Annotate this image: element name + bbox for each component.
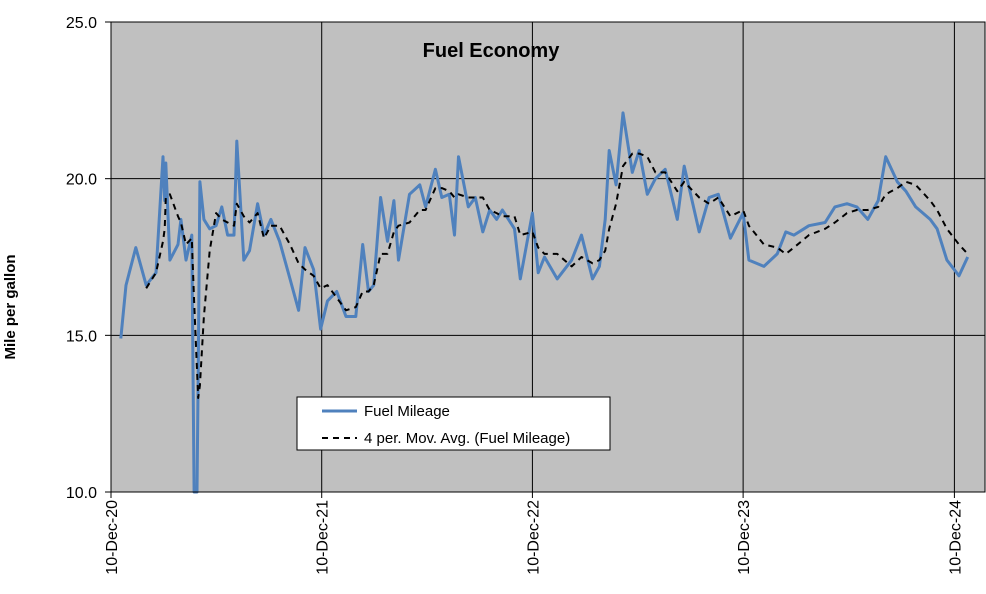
y-axis-label: Mile per gallon — [2, 254, 19, 359]
y-tick-label: 10.0 — [66, 485, 97, 502]
lines — [119, 111, 970, 494]
x-tick-label: 10-Dec-23 — [736, 500, 753, 575]
x-tick-label: 10-Dec-21 — [315, 500, 332, 575]
legend: Fuel Mileage 4 per. Mov. Avg. (Fuel Milea… — [296, 396, 611, 451]
series-line — [145, 152, 969, 399]
y-tick-label: 25.0 — [66, 15, 97, 32]
legend-label: 4 per. Mov. Avg. (Fuel Mileage) — [364, 430, 570, 447]
y-tick-label: 15.0 — [66, 328, 97, 345]
x-tick-label: 10-Dec-22 — [525, 500, 542, 575]
x-tick-label: 10-Dec-20 — [104, 500, 121, 575]
y-tick-label: 20.0 — [66, 172, 97, 189]
x-tick-label: 10-Dec-24 — [947, 500, 964, 575]
series-line — [119, 111, 970, 494]
plot-border — [110, 21, 986, 493]
chart-title: Fuel Economy — [423, 40, 561, 62]
legend-label: Fuel Mileage — [364, 403, 450, 420]
legend-box — [296, 396, 611, 451]
